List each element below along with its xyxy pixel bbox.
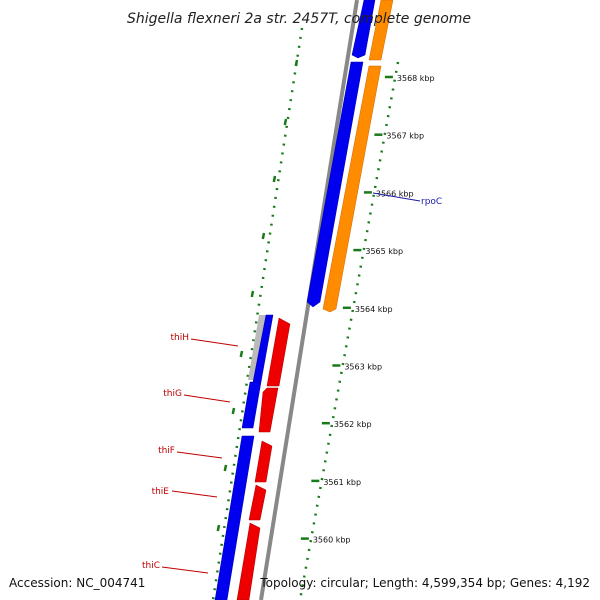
gc-dash bbox=[231, 407, 236, 415]
pseudo-feature bbox=[248, 315, 266, 380]
gene-label-thig: thiG bbox=[163, 389, 182, 399]
gene-label-line bbox=[183, 394, 231, 403]
gc-dash bbox=[283, 118, 288, 126]
scale-tick-label: 3560 kbp bbox=[313, 536, 351, 545]
forward-cds-feature bbox=[351, 0, 376, 59]
gene-label-thic: thiC bbox=[142, 561, 160, 571]
reverse-cds-feature bbox=[214, 435, 255, 600]
reverse-gene-feature bbox=[236, 522, 261, 600]
reverse-cds-feature bbox=[241, 381, 262, 429]
gene-label-line bbox=[161, 566, 209, 574]
gene-label-line bbox=[190, 338, 239, 347]
scale-tick-label: 3562 kbp bbox=[334, 420, 372, 429]
scale-tick-label: 3561 kbp bbox=[323, 478, 361, 487]
scale-dotted-track bbox=[298, 61, 400, 600]
scale-tick-label: 3567 kbp bbox=[386, 132, 424, 141]
gene-label-thif: thiF bbox=[158, 446, 175, 456]
reverse-gene-feature bbox=[266, 317, 291, 387]
forward-cds-feature bbox=[306, 61, 364, 308]
scale-tick-label: 3566 kbp bbox=[376, 189, 414, 198]
gene-label-line bbox=[176, 451, 223, 459]
gene-label-line bbox=[171, 490, 218, 498]
gc-content-track bbox=[211, 27, 304, 600]
gc-dash bbox=[294, 59, 299, 67]
gene-label-thih: thiH bbox=[170, 333, 189, 343]
reverse-gene-feature bbox=[248, 484, 267, 521]
gene-label-thie: thiE bbox=[152, 487, 170, 497]
scale-tick-label: 3565 kbp bbox=[365, 247, 403, 256]
scale-tick-label: 3563 kbp bbox=[344, 363, 382, 372]
gc-dash bbox=[250, 290, 255, 298]
map-title: Shigella flexneri 2a str. 2457T, complet… bbox=[127, 11, 471, 27]
gc-dash bbox=[223, 464, 228, 472]
genome-stats-text: Topology: circular; Length: 4,599,354 bp… bbox=[259, 576, 590, 590]
gc-dotted-track bbox=[211, 27, 400, 600]
gc-dash bbox=[272, 175, 277, 183]
accession-text: Accession: NC_004741 bbox=[9, 576, 145, 590]
gene-label-line bbox=[372, 192, 421, 202]
forward-gene-feature bbox=[368, 0, 394, 61]
gc-dash bbox=[216, 524, 221, 532]
reverse-gene-feature bbox=[254, 440, 273, 483]
gc-dash bbox=[239, 350, 244, 358]
scale-tick-label: 3564 kbp bbox=[355, 305, 393, 314]
reverse-gene-feature bbox=[258, 387, 279, 433]
scale-ticks: 3568 kbp 3567 kbp 3566 kbp 3565 kbp 3564 kbp… bbox=[300, 74, 435, 545]
gene-label-rpoc: rpoC bbox=[421, 197, 442, 207]
gc-dash bbox=[261, 232, 266, 240]
scale-tick-label: 3568 kbp bbox=[397, 74, 435, 83]
forward-gene-feature bbox=[322, 65, 382, 313]
